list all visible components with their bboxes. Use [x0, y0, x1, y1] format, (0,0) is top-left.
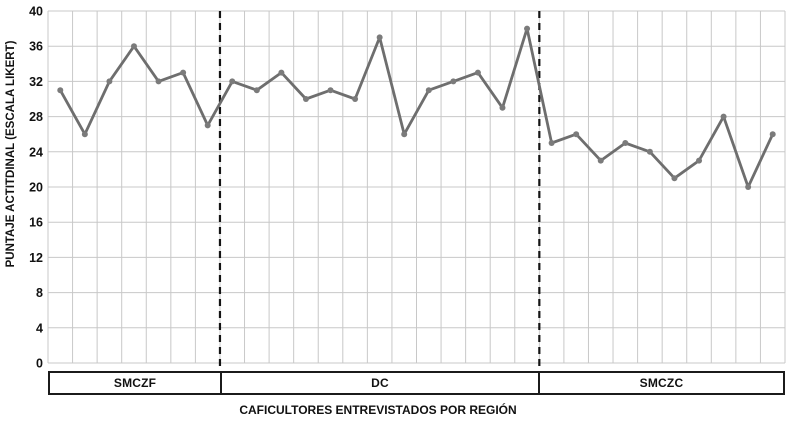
data-point-marker — [253, 87, 260, 94]
x-axis-title: CAFICULTORES ENTREVISTADOS POR REGIÓN — [239, 403, 517, 417]
data-point-marker — [81, 131, 88, 138]
y-tick-label: 0 — [36, 357, 43, 371]
data-point-marker — [376, 34, 383, 41]
data-point-marker — [548, 140, 555, 146]
data-point-marker — [155, 78, 162, 85]
data-point-marker — [180, 69, 187, 76]
y-tick-label: 16 — [29, 216, 43, 230]
region-band-cell: SMCZC — [538, 373, 783, 393]
y-tick-label: 8 — [36, 286, 43, 300]
data-point-marker — [696, 157, 703, 164]
data-point-marker — [450, 78, 457, 85]
data-point-marker — [573, 131, 580, 138]
y-axis-title: PUNTAJE ACTITDINAL (ESCALA LIKERT) — [5, 40, 17, 268]
y-tick-label: 24 — [29, 145, 43, 159]
y-tick-label: 12 — [29, 251, 43, 265]
data-point-marker — [622, 140, 629, 146]
data-point-marker — [327, 87, 334, 94]
data-point-marker — [597, 157, 604, 164]
region-label: SMCZC — [639, 376, 684, 390]
data-point-marker — [425, 87, 432, 94]
data-point-marker — [769, 131, 776, 138]
data-point-marker — [646, 148, 653, 155]
data-point-marker — [130, 43, 137, 50]
data-point-marker — [204, 122, 211, 129]
data-point-marker — [671, 175, 678, 182]
data-point-marker — [745, 184, 752, 190]
data-point-marker — [474, 69, 481, 76]
y-tick-label: 28 — [29, 110, 43, 124]
y-tick-label: 40 — [29, 5, 43, 19]
region-band-cell: SMCZF — [50, 373, 220, 393]
data-point-marker — [278, 69, 285, 76]
data-point-marker — [401, 131, 408, 138]
region-band: SMCZF DC SMCZC — [48, 371, 785, 395]
data-point-marker — [352, 96, 359, 102]
region-label: DC — [371, 376, 389, 390]
region-label: SMCZF — [113, 376, 157, 390]
data-point-marker — [302, 96, 309, 102]
data-point-marker — [106, 78, 113, 85]
data-point-marker — [499, 104, 506, 111]
data-point-marker — [57, 87, 64, 94]
y-tick-label: 20 — [29, 181, 43, 195]
region-band-cell: DC — [220, 373, 538, 393]
y-tick-label: 32 — [29, 75, 43, 89]
data-point-marker — [720, 113, 727, 120]
y-tick-label: 4 — [36, 321, 43, 335]
data-point-marker — [524, 25, 531, 32]
data-line — [58, 27, 775, 189]
data-point-marker — [229, 78, 236, 85]
y-tick-label: 36 — [29, 40, 43, 54]
